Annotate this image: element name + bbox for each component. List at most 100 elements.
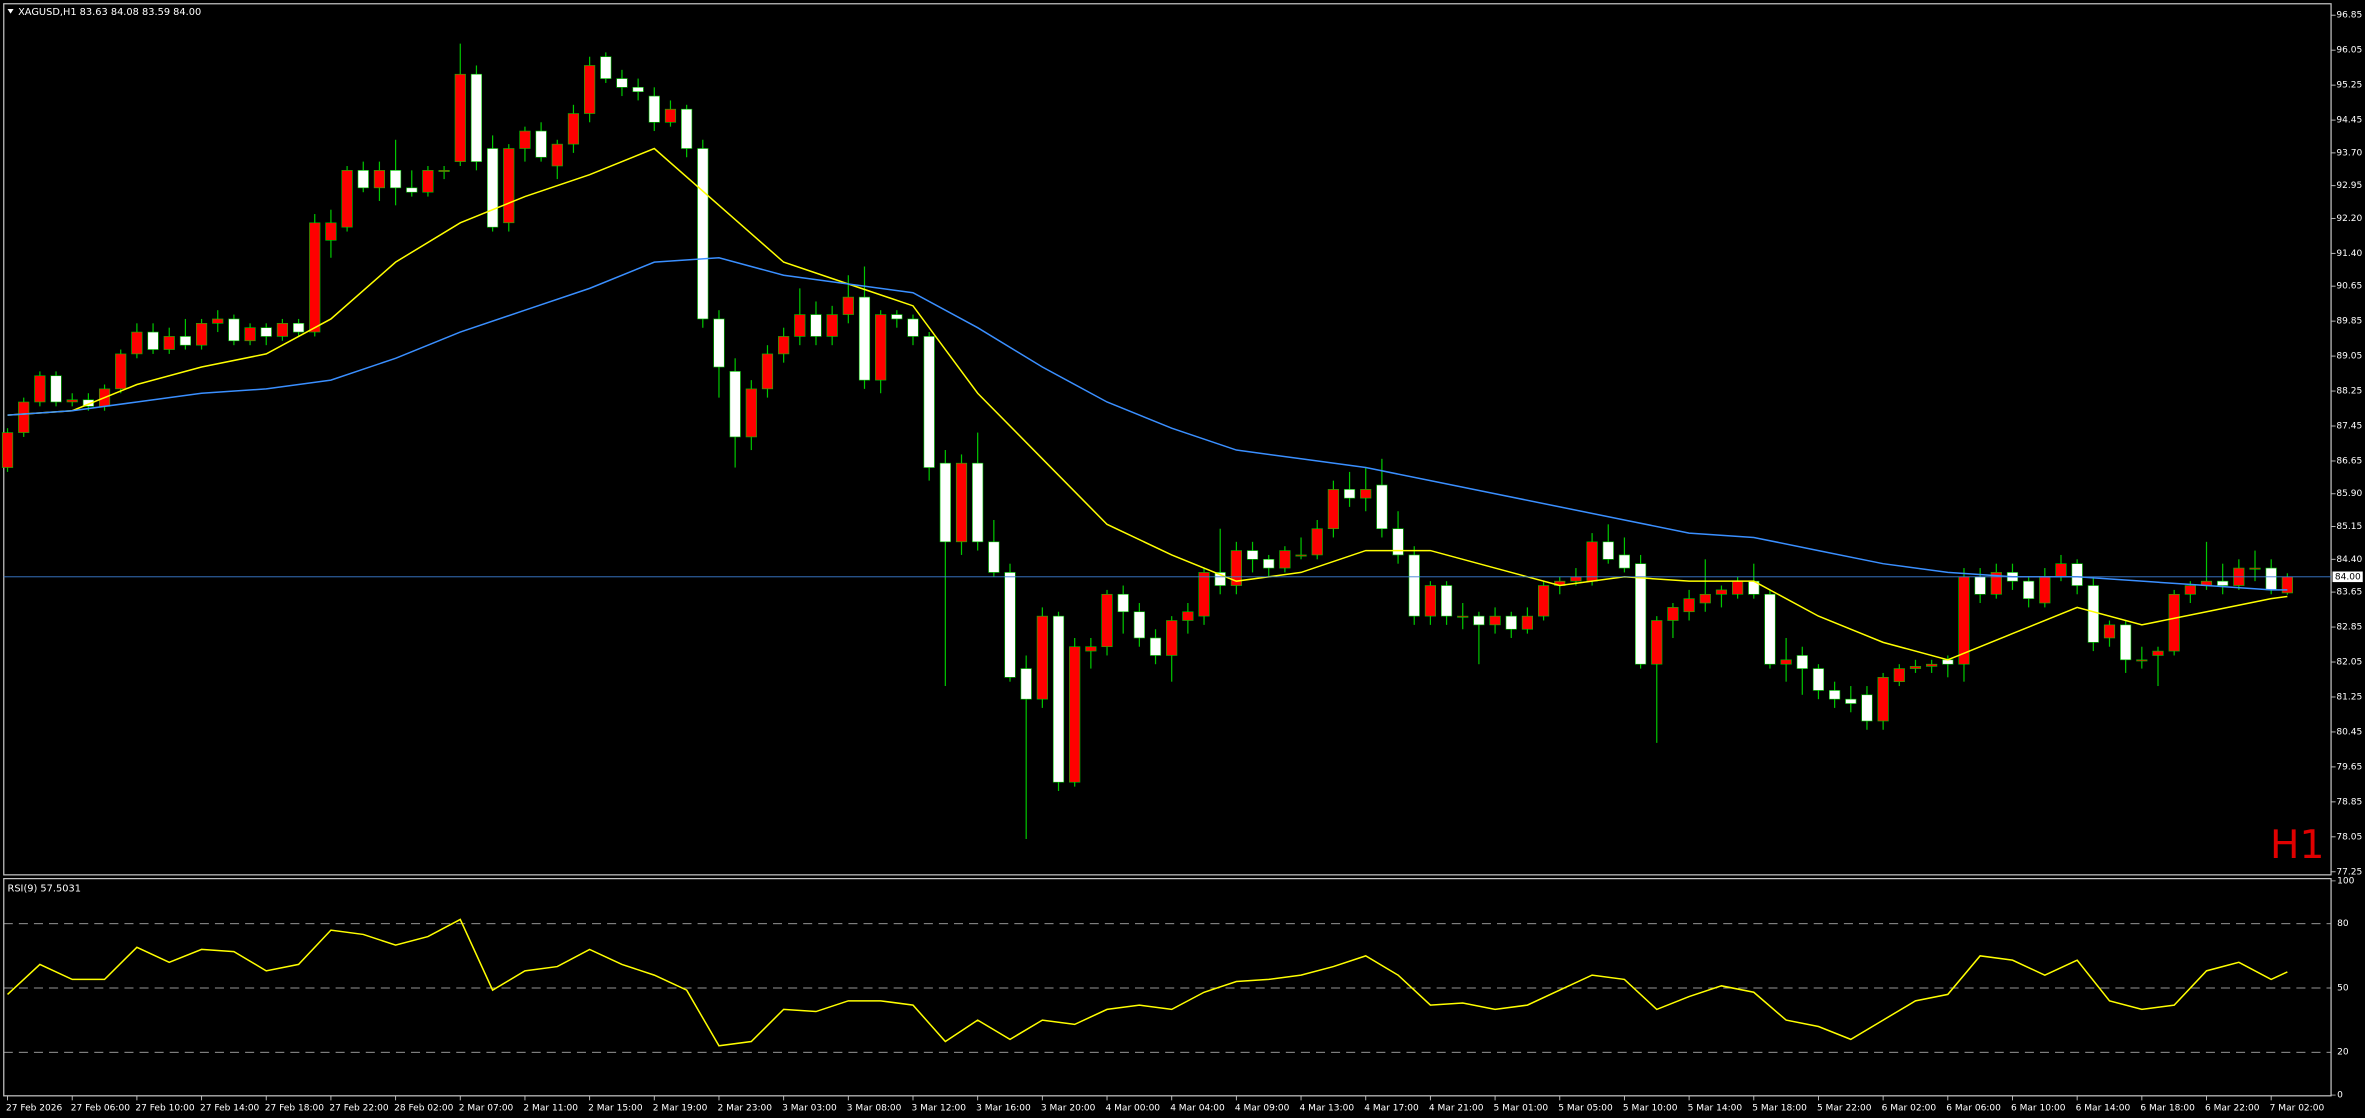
candle-body <box>2120 624 2132 661</box>
candle-body <box>1796 655 1808 669</box>
x-tick-label: 27 Feb 18:00 <box>265 1103 325 1113</box>
x-tick-label: 2 Mar 19:00 <box>653 1103 708 1113</box>
candle-body <box>1602 541 1614 560</box>
candle-body <box>1376 484 1388 530</box>
current-price-box <box>2332 571 2363 583</box>
x-tick-label: 6 Mar 18:00 <box>2140 1103 2195 1113</box>
x-tick-label: 28 Feb 02:00 <box>394 1103 454 1113</box>
candle-body <box>422 170 434 193</box>
candle-body <box>309 222 321 333</box>
x-tick-label: 6 Mar 06:00 <box>1946 1103 2001 1113</box>
candle-body <box>1570 576 1582 582</box>
candle-body <box>923 336 935 468</box>
y-tick-label: 81.25 <box>2336 692 2362 702</box>
candle-body <box>1829 690 1841 700</box>
rsi-tick-label: 20 <box>2337 1048 2349 1058</box>
x-tick-label: 7 Mar 02:00 <box>2270 1103 2325 1113</box>
candle-body <box>1133 611 1145 639</box>
rsi-tick-label: 80 <box>2337 919 2349 929</box>
y-tick-label: 85.90 <box>2336 489 2362 499</box>
moving-average <box>7 147 2288 661</box>
candle-body <box>276 323 288 337</box>
rsi-tick-label: 100 <box>2337 876 2354 886</box>
x-tick-label: 27 Feb 22:00 <box>329 1103 389 1113</box>
candle-body <box>697 148 709 320</box>
candle-body <box>2249 567 2261 570</box>
candle-body <box>1990 572 2002 595</box>
x-tick-label: 2 Mar 23:00 <box>717 1103 772 1113</box>
y-tick-label: 92.95 <box>2336 181 2362 191</box>
x-tick-label: 5 Mar 05:00 <box>1558 1103 1613 1113</box>
candle-body <box>907 318 919 337</box>
candle-body <box>212 318 224 324</box>
candle-body <box>1732 580 1744 595</box>
candle-body <box>875 314 887 381</box>
candle-body <box>664 108 677 123</box>
candle-body <box>584 65 596 114</box>
y-tick-label: 88.25 <box>2336 387 2362 397</box>
candle-body <box>761 353 774 390</box>
y-tick-label: 87.45 <box>2336 422 2362 432</box>
candle-body <box>1440 585 1453 617</box>
candle-body <box>147 331 159 350</box>
candle-body <box>1311 528 1323 556</box>
candle-body <box>1182 611 1194 621</box>
candle-body <box>244 327 256 342</box>
candle-body <box>66 399 78 403</box>
candle-body <box>891 314 903 320</box>
candle-body <box>2168 593 2180 652</box>
candle-body <box>858 296 871 381</box>
candle-body <box>681 108 693 149</box>
y-tick-label: 89.05 <box>2336 352 2362 362</box>
candle-body <box>1683 598 1695 613</box>
candle-body <box>454 73 466 162</box>
candle-body <box>729 371 741 438</box>
x-tick-label: 2 Mar 11:00 <box>523 1103 578 1113</box>
candle-body <box>228 318 240 342</box>
candle-body <box>745 388 757 438</box>
candle-body <box>810 314 822 337</box>
x-tick-label: 4 Mar 00:00 <box>1106 1103 1161 1113</box>
candle-body <box>34 375 46 403</box>
candle-body <box>1489 615 1501 626</box>
candle-body <box>1861 694 1873 722</box>
candle-body <box>2103 624 2116 639</box>
candle-body <box>373 170 386 189</box>
x-tick-label: 6 Mar 22:00 <box>2205 1103 2260 1113</box>
candle-body <box>600 56 612 79</box>
candle-body <box>616 78 628 88</box>
candle-body <box>826 314 838 337</box>
candle-body <box>131 331 143 355</box>
candle-body <box>1618 554 1631 569</box>
y-tick-label: 82.05 <box>2336 658 2362 668</box>
candle-body <box>2055 563 2067 578</box>
candle-body <box>195 323 208 346</box>
candle-body <box>1085 646 1097 652</box>
candle-body <box>1198 572 1210 617</box>
candle-body <box>842 296 854 315</box>
candle-body <box>551 143 563 167</box>
candle-body <box>1117 593 1129 613</box>
candle-body <box>2023 580 2035 599</box>
menu-triangle <box>7 9 14 14</box>
x-tick-label: 27 Feb 2026 <box>6 1103 62 1113</box>
candle-body <box>1101 593 1113 648</box>
candle-body <box>487 148 499 228</box>
y-tick-label: 95.25 <box>2336 81 2362 91</box>
candle-body <box>115 353 127 390</box>
x-tick-label: 5 Mar 18:00 <box>1752 1103 1807 1113</box>
rsi-pane <box>3 878 2332 1097</box>
y-tick-label: 85.15 <box>2336 522 2362 532</box>
candle-body <box>713 318 725 368</box>
candle-body <box>2071 563 2083 586</box>
x-tick-label: 3 Mar 16:00 <box>976 1103 1031 1113</box>
candle-body <box>1812 668 1825 691</box>
candle-body <box>1360 489 1372 499</box>
y-tick-label: 84.40 <box>2336 555 2362 565</box>
candle-body <box>1052 615 1065 783</box>
candle-body <box>406 187 418 193</box>
x-tick-label: 6 Mar 10:00 <box>2011 1103 2066 1113</box>
y-tick-label: 90.65 <box>2336 282 2362 292</box>
candle-body <box>972 462 984 543</box>
candle-body <box>519 130 531 149</box>
